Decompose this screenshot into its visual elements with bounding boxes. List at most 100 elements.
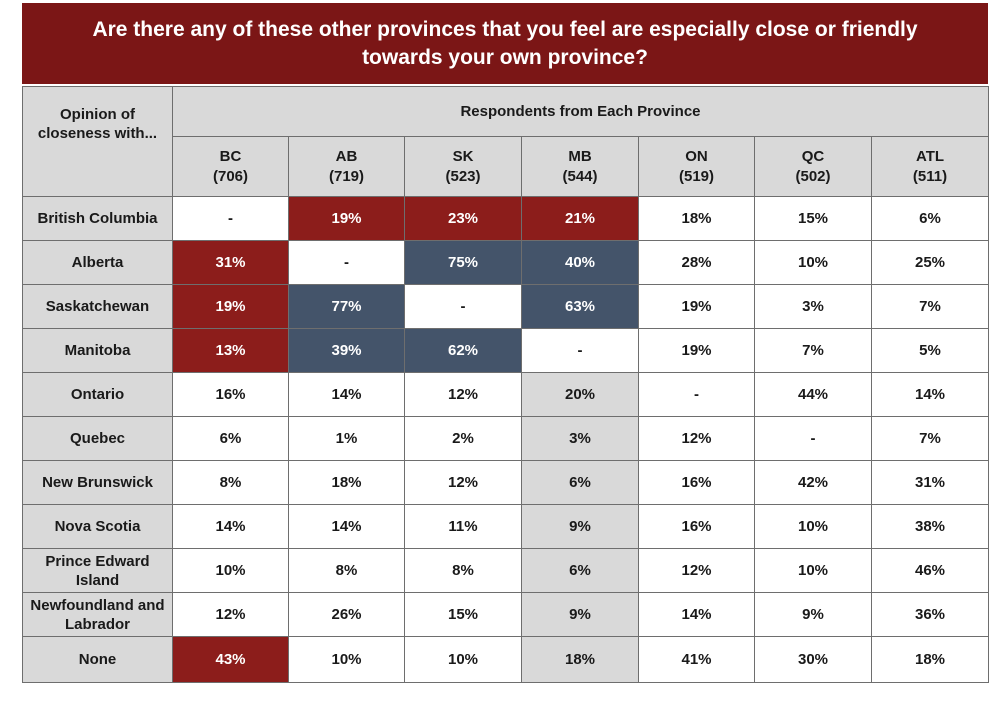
table-cell: 1% — [288, 416, 405, 461]
column-header-sk: SK (523) — [404, 136, 522, 197]
table-cell: 28% — [638, 240, 755, 285]
table-cell: 10% — [754, 240, 872, 285]
table-cell: 20% — [521, 372, 639, 417]
column-name: MB — [568, 147, 592, 165]
table-cell: 23% — [404, 196, 522, 241]
table-cell: 18% — [638, 196, 755, 241]
table-cell: 16% — [638, 504, 755, 549]
table-cell: 12% — [404, 460, 522, 505]
table-row: Newfoundland and Labrador 12% 26% 15% 9% 14% 9… — [22, 592, 989, 637]
table-row: British Columbia -19% 23% 21% 18% 15% 6% — [22, 196, 989, 241]
table-cell: 15% — [404, 592, 522, 637]
table-cell: 14% — [288, 504, 405, 549]
table-cell: 16% — [638, 460, 755, 505]
column-header-ab: AB (719) — [288, 136, 405, 197]
column-sample-size: (519) — [678, 167, 715, 185]
column-header-atl: ATL (511) — [871, 136, 989, 197]
table-row: Ontario 16% 14% 12% 20% -44% 14% — [22, 372, 989, 417]
table-row: None 43% 10% 10% 18% 41% 30% 18% — [22, 636, 989, 683]
table-cell: 12% — [638, 548, 755, 593]
row-label: Prince Edward Island — [22, 548, 173, 593]
table-cell: 8% — [288, 548, 405, 593]
table-cell: 42% — [754, 460, 872, 505]
table-cell: 7% — [871, 284, 989, 329]
column-header-on: ON (519) — [638, 136, 755, 197]
table-row: Quebec 6% 1% 2% 3% 12% -7% — [22, 416, 989, 461]
table-cell: 2% — [404, 416, 522, 461]
table-cell: 10% — [404, 636, 522, 683]
table-cell: 7% — [871, 416, 989, 461]
table-cell: 75% — [404, 240, 522, 285]
table-cell: - — [638, 372, 755, 417]
table-cell: 14% — [288, 372, 405, 417]
table-cell: 36% — [871, 592, 989, 637]
table-cell: 77% — [288, 284, 405, 329]
column-header-mb: MB (544) — [521, 136, 639, 197]
table-cell: 26% — [288, 592, 405, 637]
table-cell: 13% — [172, 328, 289, 373]
table-cell: 14% — [638, 592, 755, 637]
row-label: Newfoundland and Labrador — [22, 592, 173, 637]
table-row: Manitoba 13% 39% 62% -19% 7% 5% — [22, 328, 989, 373]
table-cell: 6% — [172, 416, 289, 461]
table-cell: 14% — [871, 372, 989, 417]
table-cell: 7% — [754, 328, 872, 373]
row-label: Nova Scotia — [22, 504, 173, 549]
table-cell: 9% — [521, 504, 639, 549]
column-sample-size: (523) — [445, 167, 481, 185]
table-cell: 3% — [754, 284, 872, 329]
table-cell: 43% — [172, 636, 289, 683]
column-name: QC — [801, 147, 825, 165]
table-cell: 15% — [754, 196, 872, 241]
table-cell: 6% — [521, 460, 639, 505]
row-label: Saskatchewan — [22, 284, 173, 329]
table-cell: 8% — [172, 460, 289, 505]
table-cell: - — [754, 416, 872, 461]
table-row: Prince Edward Island 10% 8% 8% 6% 12% 10% 46% — [22, 548, 989, 593]
table-row: Alberta 31% -75% 40% 28% 10% 25% — [22, 240, 989, 285]
table-cell: 19% — [638, 328, 755, 373]
table-cell: 39% — [288, 328, 405, 373]
table-cell: 62% — [404, 328, 522, 373]
table-cell: - — [172, 196, 289, 241]
table-cell: 16% — [172, 372, 289, 417]
column-sample-size: (544) — [562, 167, 598, 185]
row-label: British Columbia — [22, 196, 173, 241]
table-cell: 9% — [754, 592, 872, 637]
table-cell: 10% — [754, 548, 872, 593]
table-cell: - — [288, 240, 405, 285]
table-cell: 19% — [638, 284, 755, 329]
column-name: ATL — [915, 147, 945, 165]
table-row: New Brunswick 8% 18% 12% 6% 16% 42% 31% — [22, 460, 989, 505]
column-name: AB — [335, 147, 358, 165]
table-cell: 10% — [754, 504, 872, 549]
table-cell: 6% — [521, 548, 639, 593]
table-row: Saskatchewan 19% 77% -63% 19% 3% 7% — [22, 284, 989, 329]
column-sample-size: (706) — [212, 167, 249, 185]
table-cell: 14% — [172, 504, 289, 549]
row-label: Quebec — [22, 416, 173, 461]
table-cell: 12% — [638, 416, 755, 461]
table-cell: 31% — [172, 240, 289, 285]
row-label: Manitoba — [22, 328, 173, 373]
table-cell: - — [404, 284, 522, 329]
table-cell: 9% — [521, 592, 639, 637]
row-label: New Brunswick — [22, 460, 173, 505]
table-cell: 11% — [404, 504, 522, 549]
table-cell: 40% — [521, 240, 639, 285]
column-header-bc: BC (706) — [172, 136, 289, 197]
column-group-label: Respondents from Each Province — [172, 86, 989, 137]
table-cell: 18% — [871, 636, 989, 683]
table-cell: 38% — [871, 504, 989, 549]
row-label: Ontario — [22, 372, 173, 417]
table-row: Nova Scotia 14% 14% 11% 9% 16% 10% 38% — [22, 504, 989, 549]
table-cell: 44% — [754, 372, 872, 417]
row-header-label: Opinion of closeness with... — [22, 86, 173, 197]
table-cell: 12% — [172, 592, 289, 637]
table-cell: 18% — [288, 460, 405, 505]
table-cell: 25% — [871, 240, 989, 285]
column-name: SK — [452, 147, 474, 165]
column-header-qc: QC (502) — [754, 136, 872, 197]
table-cell: 30% — [754, 636, 872, 683]
row-label: None — [22, 636, 173, 683]
